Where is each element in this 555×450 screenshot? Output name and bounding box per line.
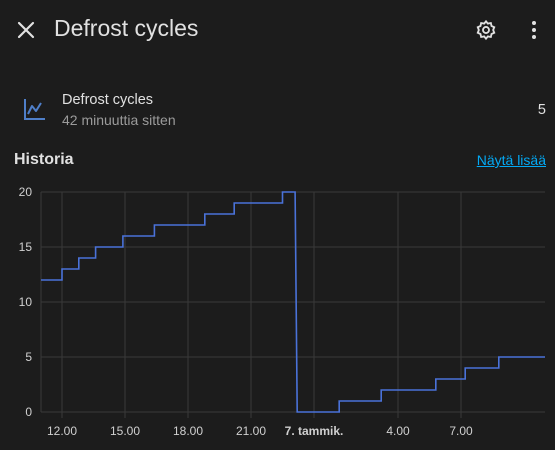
x-tick-label: 7.00: [449, 424, 473, 438]
history-chart: 0 5 10 15 20 12.00 15.00 18.00 21.00 7. tammik. 4…: [19, 185, 545, 438]
close-button[interactable]: [10, 14, 42, 46]
y-tick-label: 15: [19, 240, 33, 254]
dialog-title: Defrost cycles: [54, 15, 199, 41]
y-tick-label: 5: [25, 350, 32, 364]
more-options-button[interactable]: [518, 14, 550, 46]
x-tick-label: 15.00: [110, 424, 140, 438]
y-axis-ticks: 0 5 10 15 20: [19, 185, 33, 419]
chart-grid: [40, 191, 545, 418]
gear-icon: [476, 19, 496, 41]
x-axis-ticks: 12.00 15.00 18.00 21.00 7. tammik. 4.00 7.00: [47, 424, 473, 438]
entity-name: Defrost cycles: [62, 92, 154, 108]
y-tick-label: 0: [25, 405, 32, 419]
y-tick-label: 20: [19, 185, 33, 199]
more-vertical-icon: [532, 21, 536, 39]
settings-button[interactable]: [470, 14, 502, 46]
show-more-link[interactable]: Näytä lisää: [476, 152, 546, 168]
entity-state-value: 5: [537, 102, 546, 118]
x-tick-label: 12.00: [47, 424, 77, 438]
x-tick-label: 21.00: [236, 424, 266, 438]
entity-row[interactable]: Defrost cycles 42 minuuttia sitten 5: [0, 84, 555, 136]
x-tick-label: 18.00: [173, 424, 203, 438]
dialog-header: Defrost cycles: [0, 0, 555, 62]
entity-last-changed: 42 minuuttia sitten: [62, 112, 176, 128]
chart-line-icon: [24, 99, 45, 120]
x-tick-label: 4.00: [386, 424, 410, 438]
y-tick-label: 10: [19, 295, 33, 309]
history-title: Historia: [14, 151, 74, 168]
series-line[interactable]: [41, 191, 545, 413]
close-icon: [17, 21, 35, 39]
x-tick-label: 7. tammik.: [285, 424, 344, 438]
